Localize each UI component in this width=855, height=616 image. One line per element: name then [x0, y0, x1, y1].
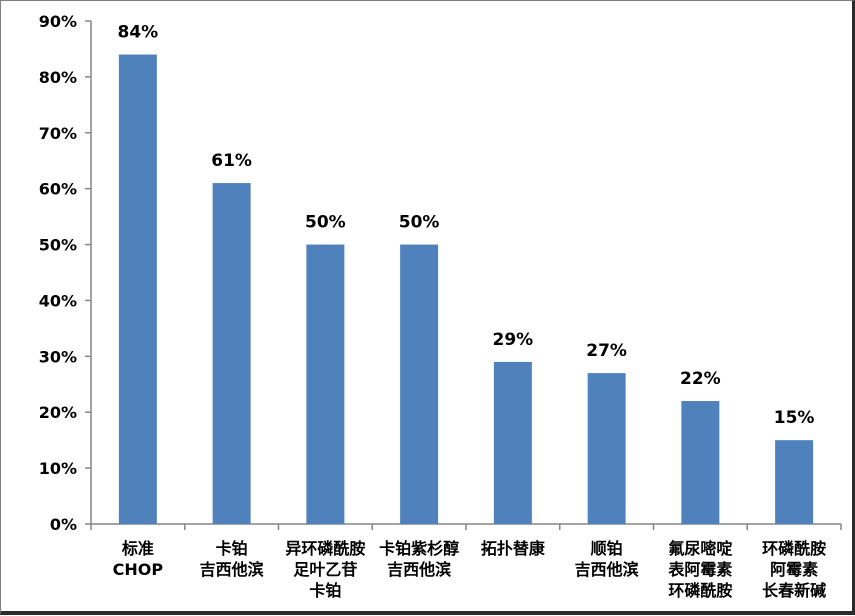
category-label: 阿霉素	[770, 560, 818, 579]
bar	[681, 401, 720, 524]
category-label: 氟尿嘧啶	[668, 539, 732, 558]
category-label: 标准	[121, 539, 154, 558]
data-label: 29%	[493, 330, 534, 350]
category-label: 吉西他滨	[387, 560, 451, 579]
category-label: 吉西他滨	[575, 560, 639, 579]
category-label: 拓扑替康	[481, 539, 546, 558]
category-label: 表阿霉素	[667, 560, 732, 579]
y-tick-label: 80%	[39, 68, 77, 87]
data-label: 61%	[211, 151, 252, 171]
data-label: 50%	[399, 213, 440, 233]
category-label: 顺铂	[591, 539, 623, 558]
data-label: 50%	[305, 213, 346, 233]
axes: 0% 10% 20% 30% 40% 50% 60% 70% 80% 90%	[39, 12, 842, 534]
bar	[212, 183, 251, 525]
bar	[493, 361, 532, 524]
y-tick-label: 0%	[50, 515, 77, 534]
bars	[118, 54, 814, 525]
category-label: 异环磷酰胺	[285, 539, 365, 558]
y-tick-label: 60%	[39, 180, 77, 199]
data-label: 15%	[774, 408, 815, 428]
category-label: 环磷酰胺	[668, 581, 732, 600]
data-label: 22%	[680, 369, 721, 389]
data-labels: 84% 61% 50% 50% 29% 27% 22% 15%	[118, 23, 815, 429]
y-tick-label: 70%	[39, 124, 77, 143]
category-label: 卡铂紫杉醇	[379, 539, 459, 558]
bar	[775, 440, 814, 524]
category-label: 卡铂	[216, 539, 248, 558]
category-label: CHOP	[113, 560, 164, 579]
category-label: 长春新碱	[762, 581, 826, 600]
category-label: 足叶乙苷	[293, 560, 357, 579]
y-tick-label: 20%	[39, 403, 77, 422]
bar	[587, 373, 626, 524]
bar	[400, 244, 439, 525]
y-tick-label: 10%	[39, 459, 77, 478]
y-tick-label: 30%	[39, 347, 77, 366]
category-label: 吉西他滨	[200, 560, 264, 579]
y-tick-label: 40%	[39, 291, 77, 310]
data-label: 84%	[118, 23, 159, 43]
data-label: 27%	[586, 341, 627, 361]
y-tick-label: 50%	[39, 236, 77, 255]
category-label: 卡铂	[309, 581, 341, 600]
category-label: 环磷酰胺	[762, 539, 826, 558]
bar	[118, 54, 157, 525]
y-tick-label: 90%	[39, 12, 77, 31]
bar	[306, 244, 345, 525]
